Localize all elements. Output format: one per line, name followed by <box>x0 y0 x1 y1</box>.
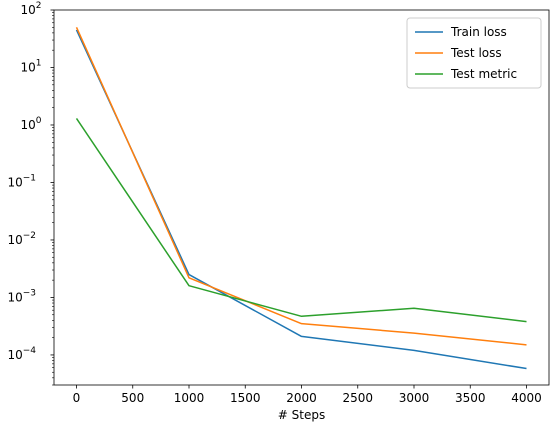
x-tick-label: 3500 <box>455 391 486 405</box>
y-tick-label: 10−1 <box>7 173 36 189</box>
legend: Train loss Test loss Test metric <box>406 17 542 89</box>
x-tick-label: 3000 <box>399 391 430 405</box>
x-tick-label: 0 <box>73 391 81 405</box>
x-tick-label: 2500 <box>342 391 373 405</box>
legend-entry-label: Test metric <box>450 67 517 81</box>
x-tick-label: 1500 <box>230 391 261 405</box>
x-tick-label: 2000 <box>286 391 317 405</box>
y-tick-label: 10−2 <box>7 231 36 247</box>
x-tick-label: 500 <box>121 391 144 405</box>
legend-entry-label: Train loss <box>450 25 507 39</box>
y-tick-label: 102 <box>20 1 41 17</box>
legend-entry-label: Test loss <box>450 46 502 60</box>
y-tick-label: 100 <box>20 116 41 132</box>
series-line-2 <box>75 27 527 346</box>
y-tick-label: 101 <box>20 58 41 74</box>
legend-box <box>406 17 542 89</box>
x-tick-label: 4000 <box>511 391 542 405</box>
y-axis-ticks: 10−4 10−3 10−2 10−1 100 101 102 <box>7 1 54 386</box>
series-line-3 <box>75 118 527 323</box>
x-axis-ticks: 0 500 1000 1500 2000 2500 3000 3500 4000 <box>73 385 542 405</box>
x-tick-label: 1000 <box>174 391 205 405</box>
x-axis-label: # Steps <box>278 408 325 422</box>
y-tick-label: 10−3 <box>7 288 36 304</box>
y-tick-label: 10−4 <box>7 346 36 362</box>
series-layer <box>75 27 527 370</box>
